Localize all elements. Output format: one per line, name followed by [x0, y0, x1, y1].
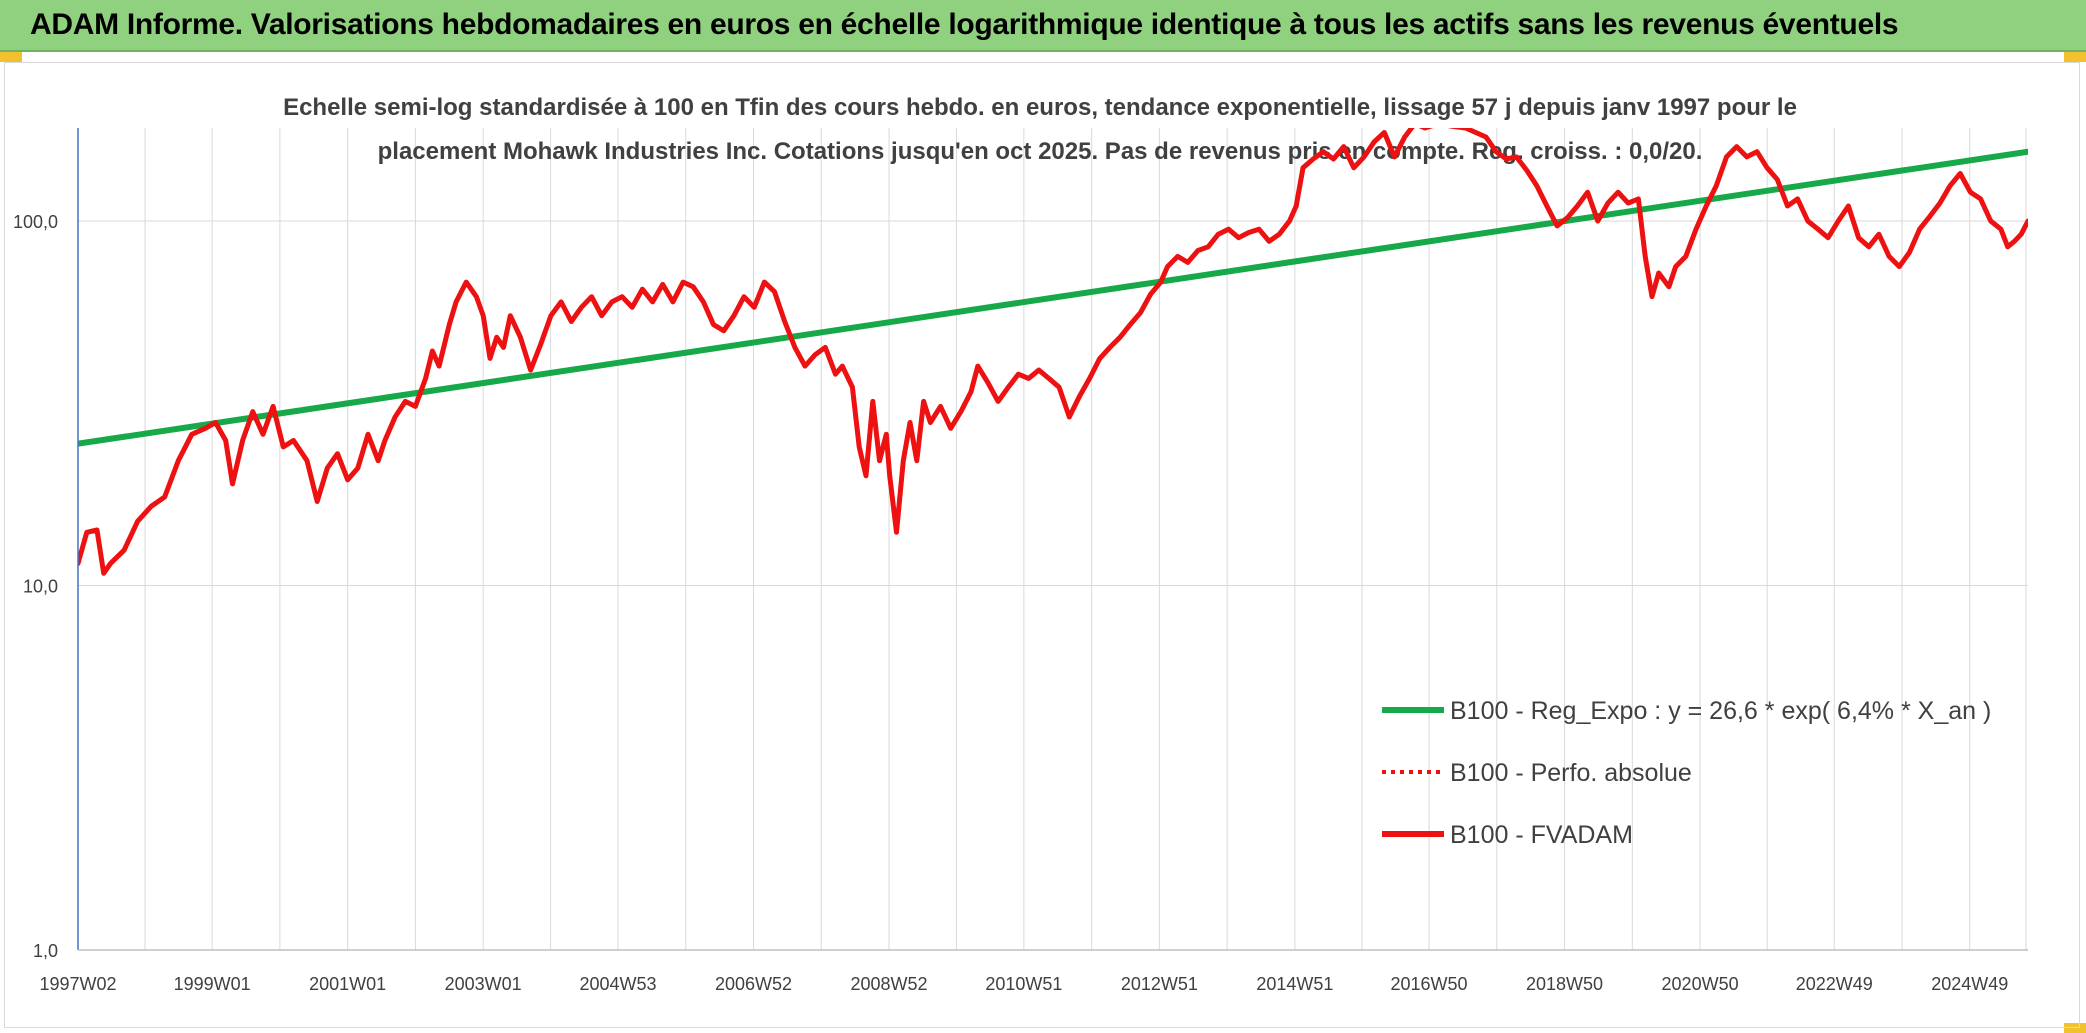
trend-line [78, 148, 2028, 447]
report-header: ADAM Informe. Valorisations hebdomadaire… [0, 0, 2086, 52]
corner-accent-top-right [2064, 52, 2086, 62]
x-tick-label: 2008W52 [851, 974, 928, 994]
legend-label: B100 - Reg_Expo : y = 26,6 * exp( 6,4% *… [1450, 697, 1991, 725]
report-title: ADAM Informe. Valorisations hebdomadaire… [30, 8, 1899, 41]
chart-title-line: placement Mohawk Industries Inc. Cotatio… [378, 138, 1703, 165]
x-tick-label: 2001W01 [309, 974, 386, 994]
y-tick-label: 100,0 [13, 212, 58, 232]
series-lines [78, 128, 2028, 576]
grid-lines [78, 128, 2028, 951]
corner-accent-top-left [0, 52, 22, 62]
chart-title: Echelle semi-log standardisée à 100 en T… [283, 94, 1797, 165]
x-tick-label: 2024W49 [1931, 974, 2008, 994]
x-tick-label: 2018W50 [1526, 974, 1603, 994]
y-tick-label: 10,0 [23, 577, 58, 597]
corner-accent-bottom-right [2064, 1023, 2086, 1033]
x-tick-label: 2014W51 [1256, 974, 1333, 994]
chart-frame [4, 62, 2080, 1028]
legend-label: B100 - Perfo. absolue [1450, 759, 1692, 787]
x-tick-label: 2006W52 [715, 974, 792, 994]
x-tick-label: 2016W50 [1391, 974, 1468, 994]
legend-label: B100 - FVADAM [1450, 821, 1633, 849]
x-tick-label: 2004W53 [579, 974, 656, 994]
y-tick-label: 1,0 [33, 941, 58, 961]
x-tick-label: 1999W01 [174, 974, 251, 994]
x-tick-label: 2012W51 [1121, 974, 1198, 994]
price-line [78, 128, 2028, 576]
axes: 1,0 10,0 100,0 1997W02 1999W01 2001W01 2003W01… [13, 128, 2028, 994]
x-tick-label: 2003W01 [445, 974, 522, 994]
x-tick-label: 2022W49 [1796, 974, 1873, 994]
x-tick-label: 1997W02 [39, 974, 116, 994]
x-tick-label: 2010W51 [985, 974, 1062, 994]
chart-title-line: Echelle semi-log standardisée à 100 en T… [283, 94, 1797, 121]
legend: B100 - Reg_Expo : y = 26,6 * exp( 6,4% *… [1382, 697, 1991, 849]
x-tick-label: 2020W50 [1662, 974, 1739, 994]
